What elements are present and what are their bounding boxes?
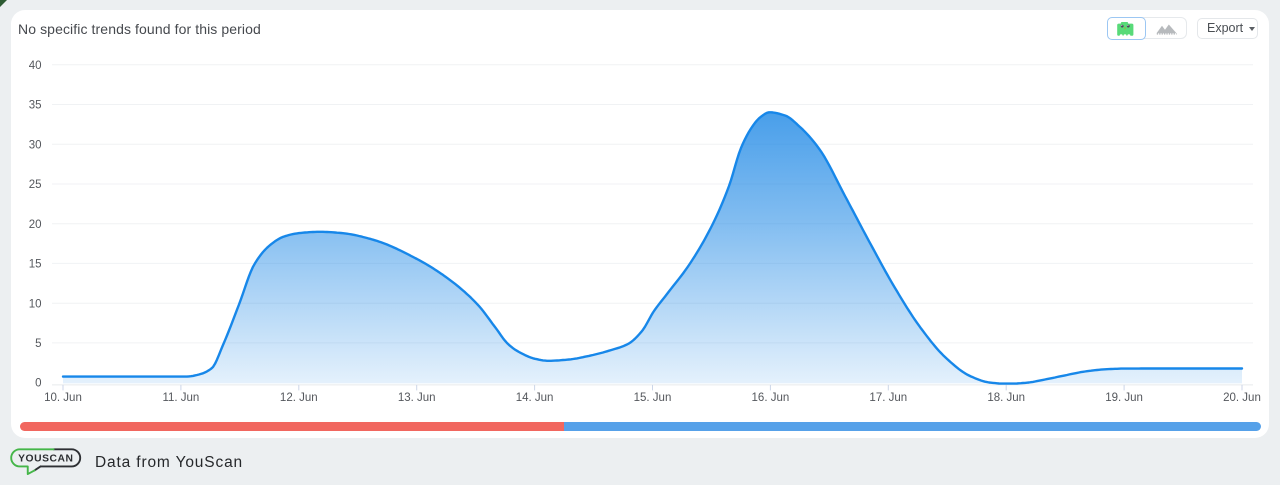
svg-text:YOUSCAN: YOUSCAN: [18, 454, 73, 465]
